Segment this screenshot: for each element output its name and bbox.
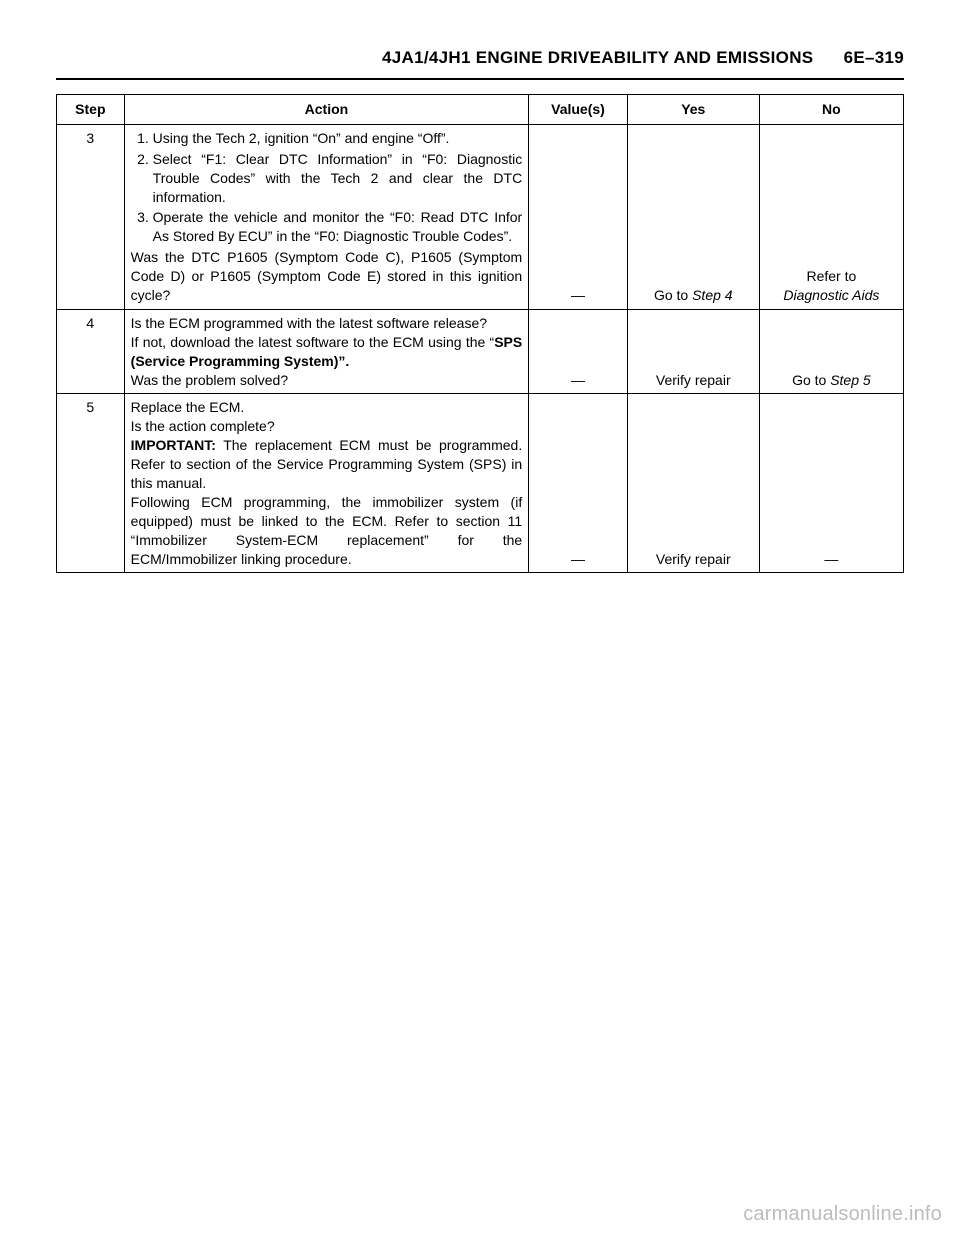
cell-action: Is the ECM programmed with the latest so… [124,309,529,394]
action-text: IMPORTANT: The replacement ECM must be p… [131,436,523,493]
cell-value: — [529,309,628,394]
header-title: 4JA1/4JH1 ENGINE DRIVEABILITY AND EMISSI… [382,48,813,67]
col-header-step: Step [57,95,125,125]
cell-step: 5 [57,394,125,573]
cell-value: — [529,124,628,309]
action-text: Following ECM programming, the immobiliz… [131,493,523,569]
header-divider [56,78,904,80]
no-ref: Step 5 [830,372,870,388]
yes-ref: Step 4 [692,287,732,303]
no-text: Go to [792,372,830,388]
action-text: Was the problem solved? [131,371,523,390]
cell-yes: Verify repair [627,309,759,394]
cell-step: 3 [57,124,125,309]
diagnostic-table: Step Action Value(s) Yes No 3 Using the … [56,94,904,573]
page-header: 4JA1/4JH1 ENGINE DRIVEABILITY AND EMISSI… [56,48,904,78]
cell-action: Replace the ECM. Is the action complete?… [124,394,529,573]
action-list-item: Select “F1: Clear DTC Information” in “F… [153,150,523,207]
header-page-number: 6E–319 [844,48,904,67]
cell-no: — [759,394,903,573]
page-container: 4JA1/4JH1 ENGINE DRIVEABILITY AND EMISSI… [0,0,960,573]
col-header-action: Action [124,95,529,125]
action-list-item: Using the Tech 2, ignition “On” and engi… [153,129,523,148]
table-row: 4 Is the ECM programmed with the latest … [57,309,904,394]
action-text: Is the action complete? [131,417,523,436]
table-row: 5 Replace the ECM. Is the action complet… [57,394,904,573]
action-text: If not, download the latest software to … [131,333,523,371]
cell-action: Using the Tech 2, ignition “On” and engi… [124,124,529,309]
action-text: Replace the ECM. [131,398,523,417]
cell-no: Go to Step 5 [759,309,903,394]
cell-yes: Verify repair [627,394,759,573]
action-list-item: Operate the vehicle and monitor the “F0:… [153,208,523,246]
watermark-text: carmanualsonline.info [743,1203,942,1226]
col-header-no: No [759,95,903,125]
cell-no: Refer to Diagnostic Aids [759,124,903,309]
table-row: 3 Using the Tech 2, ignition “On” and en… [57,124,904,309]
cell-step: 4 [57,309,125,394]
col-header-value: Value(s) [529,95,628,125]
table-header-row: Step Action Value(s) Yes No [57,95,904,125]
no-text: Refer to [806,268,856,284]
cell-value: — [529,394,628,573]
action-text-bold: IMPORTANT: [131,437,216,453]
no-ref: Diagnostic Aids [783,287,879,303]
action-text-span: If not, download the latest software to … [131,334,495,350]
cell-yes: Go to Step 4 [627,124,759,309]
action-text: Is the ECM programmed with the latest so… [131,314,523,333]
yes-text: Go to [654,287,692,303]
col-header-yes: Yes [627,95,759,125]
action-text: Was the DTC P1605 (Symptom Code C), P160… [131,248,523,305]
